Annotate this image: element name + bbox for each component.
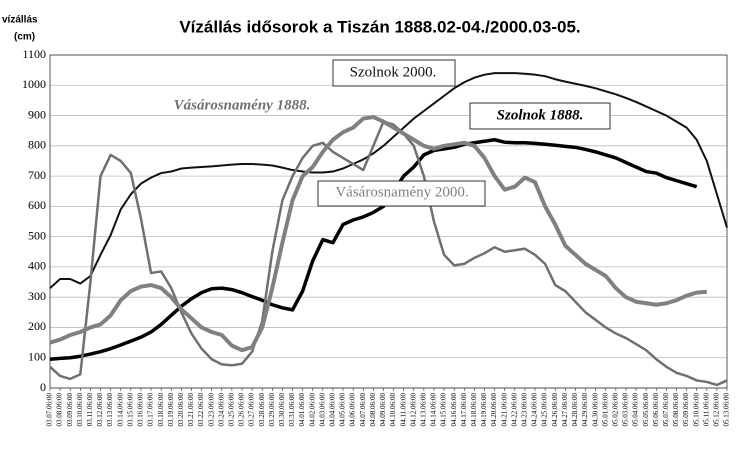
x-tick-label: 04.10.06:00 — [389, 393, 397, 427]
legend-box — [332, 59, 456, 87]
x-tick-label: 05.10.06:00 — [692, 393, 700, 427]
y-tick-label: 1100 — [22, 47, 46, 61]
y-tick-label: 0 — [40, 380, 46, 394]
x-tick-label: 05.09.06:00 — [682, 393, 690, 427]
x-tick-label: 03.21.06:00 — [187, 393, 195, 427]
x-tick-label: 04.17.06:00 — [460, 393, 468, 427]
x-tick-label: 03.24.06:00 — [217, 393, 225, 427]
y-tick-label: 700 — [28, 168, 46, 182]
x-tick-label: 04.23.06:00 — [521, 393, 529, 427]
x-tick-label: 05.08.06:00 — [672, 393, 680, 427]
x-tick-label: 05.12.06:00 — [713, 393, 721, 427]
series-line — [49, 115, 707, 353]
x-tick-label: 05.06.06:00 — [652, 393, 660, 427]
x-tick-label: 03.30.06:00 — [278, 393, 286, 427]
x-tick-label: 03.08.06:00 — [56, 393, 64, 427]
x-tick-label: 03.22.06:00 — [197, 393, 205, 427]
x-tick-label: 03.29.06:00 — [268, 393, 276, 427]
y-tick-label: 800 — [28, 138, 46, 152]
x-tick-label: 03.14.06:00 — [116, 393, 124, 427]
x-tick-label: 04.08.06:00 — [369, 393, 377, 427]
x-tick-label: 04.12.06:00 — [409, 393, 417, 427]
x-tick-label: 03.11.06:00 — [86, 393, 94, 427]
x-tick-label: 04.28.06:00 — [571, 393, 579, 427]
x-tick-label: 04.06.06:00 — [349, 393, 357, 427]
x-tick-label: 03.10.06:00 — [76, 393, 84, 427]
x-tick-label: 03.20.06:00 — [177, 393, 185, 427]
x-tick-label: 04.07.06:00 — [359, 393, 367, 427]
legend-label: Szolnok 1888. — [497, 107, 584, 123]
x-tick-label: 05.04.06:00 — [632, 393, 640, 427]
x-tick-label: 03.15.06:00 — [126, 393, 134, 427]
x-tick-label: 03.13.06:00 — [106, 393, 114, 427]
plot-frame — [49, 54, 728, 389]
x-tick-label: 04.24.06:00 — [531, 393, 539, 427]
x-tick-label: 04.21.06:00 — [500, 393, 508, 427]
x-tick-label: 05.03.06:00 — [622, 393, 630, 427]
x-tick-label: 05.07.06:00 — [662, 393, 670, 427]
x-tick-label: 05.11.06:00 — [702, 393, 710, 427]
x-tick-label: 03.23.06:00 — [207, 393, 215, 427]
x-tick-label: 03.27.06:00 — [248, 393, 256, 427]
legend-box — [317, 180, 486, 207]
y-tick-label: 200 — [28, 319, 46, 333]
x-tick-label: 04.22.06:00 — [510, 393, 518, 427]
y-axis-unit: (cm) — [14, 32, 35, 43]
legend-box — [469, 102, 611, 130]
x-tick-label: 03.31.06:00 — [288, 393, 296, 427]
x-tick-label: 05.02.06:00 — [611, 393, 619, 427]
series-line — [49, 72, 728, 289]
x-tick-label: 04.11.06:00 — [399, 393, 407, 427]
y-axis-label: vízállás — [2, 15, 38, 26]
chart-title: Vízállás idősorok a Tiszán 1888.02-04./2… — [179, 17, 580, 36]
x-tick-label: 04.14.06:00 — [430, 393, 438, 427]
x-tick-label: 03.12.06:00 — [96, 393, 104, 427]
x-tick-label: 04.16.06:00 — [450, 393, 458, 427]
y-tick-label: 900 — [28, 107, 46, 121]
x-tick-label: 03.19.06:00 — [167, 393, 175, 427]
x-tick-label: 04.25.06:00 — [541, 393, 549, 427]
x-tick-label: 04.04.06:00 — [329, 393, 337, 427]
x-tick-label: 03.25.06:00 — [227, 393, 235, 427]
x-tick-label: 04.09.06:00 — [379, 393, 387, 427]
x-tick-label: 03.17.06:00 — [147, 393, 155, 427]
x-tick-label: 03.26.06:00 — [238, 393, 246, 427]
x-tick-label: 03.28.06:00 — [258, 393, 266, 427]
x-tick-label: 04.18.06:00 — [470, 393, 478, 427]
x-tick-label: 04.29.06:00 — [581, 393, 589, 427]
x-tick-label: 05.01.06:00 — [601, 393, 609, 427]
y-tick-label: 400 — [28, 259, 46, 273]
x-tick-label: 04.02.06:00 — [308, 393, 316, 427]
y-tick-label: 300 — [28, 289, 46, 303]
x-tick-label: 04.30.06:00 — [591, 393, 599, 427]
x-tick-label: 04.20.06:00 — [490, 393, 498, 427]
x-tick-label: 03.16.06:00 — [137, 393, 145, 427]
y-tick-label: 1000 — [22, 77, 46, 91]
series-line — [49, 138, 698, 361]
x-tick-label: 04.26.06:00 — [551, 393, 559, 427]
y-tick-label: 500 — [28, 228, 46, 242]
x-tick-label: 04.19.06:00 — [480, 393, 488, 427]
x-tick-label: 04.15.06:00 — [440, 393, 448, 427]
x-tick-label: 04.05.06:00 — [339, 393, 347, 427]
x-tick-label: 04.03.06:00 — [318, 393, 326, 427]
legend-label: Vásárosnamény 2000. — [335, 184, 468, 200]
x-tick-label: 03.09.06:00 — [66, 393, 74, 427]
x-tick-label: 04.01.06:00 — [298, 393, 306, 427]
y-tick-label: 100 — [28, 349, 46, 363]
x-tick-label: 05.13.06:00 — [723, 393, 731, 427]
x-tick-label: 03.18.06:00 — [157, 393, 165, 427]
x-tick-label: 05.05.06:00 — [642, 393, 650, 427]
x-tick-label: 04.13.06:00 — [419, 393, 427, 427]
x-tick-label: 03.07.06:00 — [46, 393, 54, 427]
y-tick-label: 600 — [28, 198, 46, 212]
legend-label: Szolnok 2000. — [350, 64, 437, 80]
legend-label: Vásárosnamény 1888. — [174, 97, 311, 113]
x-tick-label: 04.27.06:00 — [561, 393, 569, 427]
